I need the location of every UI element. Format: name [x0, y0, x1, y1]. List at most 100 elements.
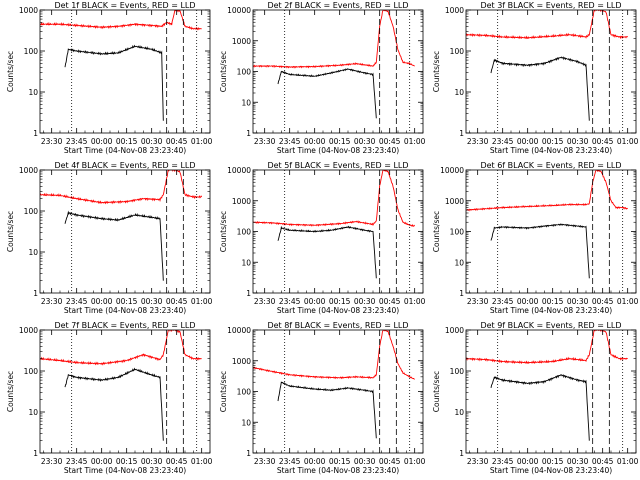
- y-tick-label: 1: [246, 289, 251, 298]
- x-tick-label: 23:30: [41, 137, 63, 146]
- chart-panel-7: Det 7f BLACK = Events, RED = LLD 1 10 100 10…: [6, 321, 213, 475]
- x-tick-label: 00:15: [329, 457, 351, 466]
- plot-frame: [465, 329, 637, 454]
- y-tick-label: 1: [459, 129, 464, 138]
- chart-panel-3: Det 3f BLACK = Events, RED = LLD 1 10 100 10…: [432, 1, 639, 155]
- x-tick-label: 23:30: [467, 137, 489, 146]
- y-tick-label: 10: [28, 88, 38, 97]
- y-axis-label: Counts/sec: [432, 371, 441, 412]
- series-line-1: [466, 330, 628, 365]
- x-tick-label: 00:15: [329, 297, 351, 306]
- chart-title: Det 4f BLACK = Events, RED = LLD: [54, 161, 195, 170]
- x-tick-label: 01:00: [404, 137, 426, 146]
- x-tick-label: 23:30: [467, 457, 489, 466]
- x-tick-label: 00:30: [567, 297, 589, 306]
- y-tick-label: 1000: [232, 357, 251, 366]
- y-tick-label: 10: [241, 418, 251, 427]
- y-tick-label: 100: [24, 367, 39, 376]
- chart-panel-1: Det 1f BLACK = Events, RED = LLD 1 10 100 10…: [6, 1, 213, 155]
- y-tick-label: 100: [450, 367, 465, 376]
- y-axis-label: Counts/sec: [6, 371, 15, 412]
- y-tick-label: 10: [241, 258, 251, 267]
- y-axis-label: Counts/sec: [219, 371, 228, 412]
- x-tick-label: 00:30: [354, 137, 376, 146]
- y-tick-label: 10000: [227, 166, 251, 175]
- x-axis-label: Start Time (04-Nov-08 23:23:40): [64, 466, 186, 475]
- y-tick-label: 100: [237, 68, 252, 77]
- y-tick-label: 10: [454, 88, 464, 97]
- x-tick-label: 00:00: [91, 457, 113, 466]
- x-tick-label: 23:45: [492, 297, 514, 306]
- x-tick-label: 00:15: [329, 137, 351, 146]
- x-tick-label: 00:30: [141, 457, 163, 466]
- y-tick-label: 1000: [19, 166, 38, 175]
- x-tick-label: 00:00: [91, 297, 113, 306]
- plot-frame: [252, 329, 424, 454]
- y-tick-label: 1000: [19, 6, 38, 15]
- series-line-1: [40, 170, 203, 205]
- series-line-2: [277, 225, 377, 279]
- x-tick-label: 23:45: [66, 297, 88, 306]
- y-tick-label: 100: [24, 207, 39, 216]
- plot-frame: [252, 169, 424, 294]
- x-axis-label: Start Time (04-Nov-08 23:23:40): [64, 306, 186, 315]
- y-tick-label: 10: [28, 408, 38, 417]
- x-tick-label: 23:45: [279, 297, 301, 306]
- x-tick-label: 01:00: [404, 457, 426, 466]
- series-line-2: [277, 68, 377, 119]
- x-tick-label: 23:45: [492, 137, 514, 146]
- y-tick-label: 1: [33, 129, 38, 138]
- x-tick-label: 00:30: [567, 137, 589, 146]
- plot-frame: [465, 9, 637, 134]
- x-axis-label: Start Time (04-Nov-08 23:23:40): [490, 306, 612, 315]
- chart-panel-5: Det 5f BLACK = Events, RED = LLD 1 10 100 10…: [219, 161, 426, 315]
- x-tick-label: 00:15: [116, 457, 138, 466]
- y-tick-label: 10: [28, 248, 38, 257]
- x-tick-label: 01:00: [191, 137, 213, 146]
- series-line-1: [466, 170, 628, 212]
- y-tick-label: 100: [237, 388, 252, 397]
- x-axis-label: Start Time (04-Nov-08 23:23:40): [64, 146, 186, 155]
- x-tick-label: 00:00: [304, 457, 326, 466]
- y-tick-label: 100: [24, 47, 39, 56]
- x-tick-label: 00:45: [592, 137, 614, 146]
- x-tick-label: 00:15: [542, 457, 564, 466]
- x-axis-label: Start Time (04-Nov-08 23:23:40): [490, 466, 612, 475]
- y-tick-label: 1000: [232, 37, 251, 46]
- chart-title: Det 3f BLACK = Events, RED = LLD: [480, 1, 621, 10]
- x-tick-label: 00:15: [542, 137, 564, 146]
- y-tick-label: 10000: [440, 166, 464, 175]
- plot-frame: [465, 169, 637, 294]
- y-tick-label: 1000: [445, 6, 464, 15]
- y-tick-label: 10: [241, 98, 251, 107]
- x-tick-label: 00:45: [166, 297, 188, 306]
- x-tick-label: 00:15: [542, 297, 564, 306]
- chart-panel-9: Det 9f BLACK = Events, RED = LLD 1 10 100 10…: [432, 321, 639, 475]
- x-tick-label: 00:00: [304, 297, 326, 306]
- chart-panel-2: Det 2f BLACK = Events, RED = LLD 1 10 100 10…: [219, 1, 426, 155]
- chart-title: Det 1f BLACK = Events, RED = LLD: [54, 1, 195, 10]
- y-tick-label: 1000: [19, 326, 38, 335]
- plot-frame: [39, 9, 211, 134]
- series-line-1: [253, 170, 416, 227]
- chart-title: Det 6f BLACK = Events, RED = LLD: [480, 161, 621, 170]
- y-tick-label: 10: [454, 258, 464, 267]
- x-tick-label: 00:00: [517, 137, 539, 146]
- x-tick-label: 00:30: [141, 297, 163, 306]
- x-axis-label: Start Time (04-Nov-08 23:23:40): [490, 146, 612, 155]
- y-axis-label: Counts/sec: [432, 51, 441, 92]
- x-tick-label: 00:30: [141, 137, 163, 146]
- x-tick-label: 23:30: [467, 297, 489, 306]
- chart-title: Det 9f BLACK = Events, RED = LLD: [480, 321, 621, 330]
- x-tick-label: 00:15: [116, 137, 138, 146]
- x-tick-label: 01:00: [617, 457, 639, 466]
- series-line-1: [40, 10, 202, 31]
- chart-panel-4: Det 4f BLACK = Events, RED = LLD 1 10 100 10…: [6, 161, 213, 315]
- y-tick-label: 1: [459, 289, 464, 298]
- x-tick-label: 00:45: [379, 137, 401, 146]
- series-line-1: [40, 330, 202, 366]
- x-tick-label: 00:00: [517, 457, 539, 466]
- y-tick-label: 10000: [227, 326, 251, 335]
- x-axis-label: Start Time (04-Nov-08 23:23:40): [277, 306, 399, 315]
- y-axis-label: Counts/sec: [6, 51, 15, 92]
